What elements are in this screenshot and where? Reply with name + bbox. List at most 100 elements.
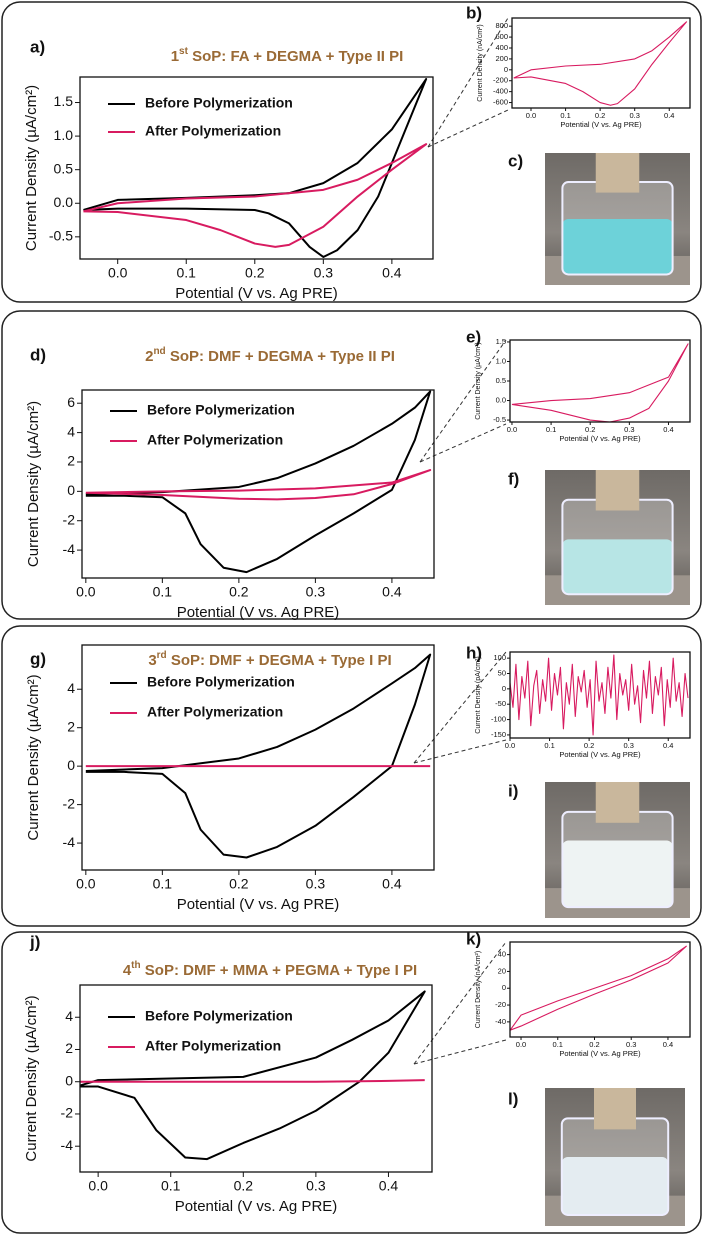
x-tick-label: 0.0 — [76, 876, 96, 892]
x-axis-label: Potential (V vs. Ag PRE) — [560, 120, 642, 129]
x-tick-label: 0.2 — [589, 1040, 599, 1049]
y-tick-label: 0 — [502, 684, 506, 693]
y-tick-label: 2 — [65, 1040, 73, 1056]
title-ordinal: rd — [157, 650, 167, 661]
y-tick-label: 2 — [67, 718, 75, 734]
plot-frame — [509, 651, 691, 739]
x-axis-label: Potential (V vs. Ag PRE) — [559, 750, 641, 759]
chart-title: 3rd SoP: DMF + DEGMA + Type I PI — [148, 650, 391, 669]
data-line — [85, 390, 432, 574]
x-tick-label: 0.3 — [626, 1040, 636, 1049]
panel-label: i) — [508, 781, 518, 800]
x-tick-label: 0.3 — [623, 741, 633, 750]
title-ordinal: nd — [153, 346, 165, 357]
x-tick-label: 0.4 — [382, 584, 402, 600]
x-tick-label: 0.4 — [379, 1178, 399, 1194]
y-tick-label: 100 — [493, 653, 506, 662]
x-tick-label: 0.2 — [584, 741, 594, 750]
y-tick-label: 0.0 — [54, 194, 74, 210]
y-tick-label: 0 — [504, 65, 508, 74]
x-tick-label: 0.1 — [553, 1040, 563, 1049]
photo: l) — [508, 1088, 685, 1226]
y-axis-label: Current Density (µA/cm²) — [25, 401, 42, 567]
x-tick-label: 0.2 — [245, 265, 265, 281]
connector-line — [413, 651, 507, 764]
x-tick-label: 0.0 — [505, 741, 515, 750]
y-tick-label: -150 — [491, 730, 506, 739]
connector-line — [413, 1039, 507, 1065]
panel-label: c) — [508, 151, 523, 170]
beaker-liquid — [562, 539, 673, 595]
y-tick-label: -0.5 — [49, 228, 73, 244]
chart-title: 1st SoP: FA + DEGMA + Type II PI — [171, 46, 404, 65]
y-tick-label: 200 — [495, 54, 508, 63]
connector-line — [419, 339, 507, 463]
x-tick-label: 0.2 — [229, 584, 249, 600]
beaker-glass — [561, 498, 674, 596]
title-ordinal: st — [179, 46, 189, 57]
y-tick-label: -40 — [495, 1017, 506, 1026]
y-tick-label: 4 — [65, 1008, 73, 1024]
panel-box — [1, 625, 702, 927]
panel-label: h) — [466, 643, 482, 662]
y-tick-label: -600 — [493, 98, 508, 107]
y-tick-label: -0.5 — [493, 415, 506, 424]
legend-label: After Polymerization — [147, 432, 283, 448]
y-tick-label: -4 — [63, 541, 76, 557]
x-axis-label: Potential (V vs. Ag PRE) — [559, 434, 641, 443]
x-tick-label: 0.4 — [382, 265, 402, 281]
x-tick-label: 0.2 — [234, 1178, 254, 1194]
y-tick-label: 0 — [67, 757, 75, 773]
x-axis-label: Potential (V vs. Ag PRE) — [175, 1198, 338, 1215]
title-number: 1 — [171, 48, 179, 65]
photo: f) — [508, 469, 690, 605]
plot-frame — [79, 76, 434, 260]
panel-label: j) — [29, 932, 40, 951]
beaker-glass — [561, 810, 674, 909]
x-tick-label: 0.2 — [595, 111, 605, 120]
plot-frame — [509, 339, 691, 423]
y-tick-label: 1.5 — [54, 93, 74, 109]
y-tick-label: -50 — [495, 699, 506, 708]
y-tick-label: 50 — [498, 668, 506, 677]
panel-box — [1, 1, 702, 303]
x-tick-label: 0.4 — [663, 425, 673, 434]
x-tick-label: 0.3 — [306, 584, 326, 600]
beaker-glass — [561, 181, 674, 276]
panel-label: g) — [30, 649, 46, 668]
y-tick-label: -2 — [61, 1105, 74, 1121]
chart: 0.0 0.1 0.2 0.3 0.4 -600 -400 -200 0 200 400 600 800… — [466, 3, 691, 129]
data-line — [513, 21, 688, 106]
x-tick-label: 0.0 — [507, 425, 517, 434]
y-tick-label: 1.0 — [496, 356, 506, 365]
chart-title: 4th SoP: DMF + MMA + PEGMA + Type I PI — [123, 960, 417, 979]
plot-frame — [511, 17, 691, 109]
plot-frame — [81, 644, 435, 871]
y-tick-label: 800 — [495, 21, 508, 30]
y-tick-label: 6 — [67, 394, 75, 410]
x-tick-label: 0.0 — [108, 265, 128, 281]
chart: 0.0 0.1 0.2 0.3 0.4-0.50.00.51.01.5Potential… — [466, 327, 691, 443]
panel-label: f) — [508, 469, 519, 488]
beaker-glass — [560, 1117, 670, 1216]
y-tick-label: -20 — [495, 1000, 506, 1009]
x-tick-label: 0.4 — [382, 876, 402, 892]
y-tick-label: 0.5 — [496, 376, 506, 385]
x-tick-label: 0.2 — [229, 876, 249, 892]
connectors — [413, 17, 509, 1065]
connector-line — [413, 739, 507, 764]
connector-line — [413, 941, 507, 1065]
title-text: SoP: DMF + DEGMA + Type I PI — [167, 652, 392, 669]
y-tick-label: 0.5 — [54, 160, 74, 176]
data-line — [510, 654, 689, 736]
panel-label: d) — [30, 345, 46, 364]
x-axis-label: Potential (V vs. Ag PRE) — [177, 896, 340, 913]
y-tick-label: 0.0 — [496, 396, 506, 405]
data-line — [83, 143, 428, 248]
electrode-cap — [594, 1088, 636, 1130]
connector-line — [427, 17, 509, 148]
title-number: 3 — [148, 652, 156, 669]
title-text: SoP: DMF + DEGMA + Type II PI — [166, 348, 395, 365]
panel-box — [1, 310, 702, 620]
legend-label: After Polymerization — [145, 123, 281, 139]
